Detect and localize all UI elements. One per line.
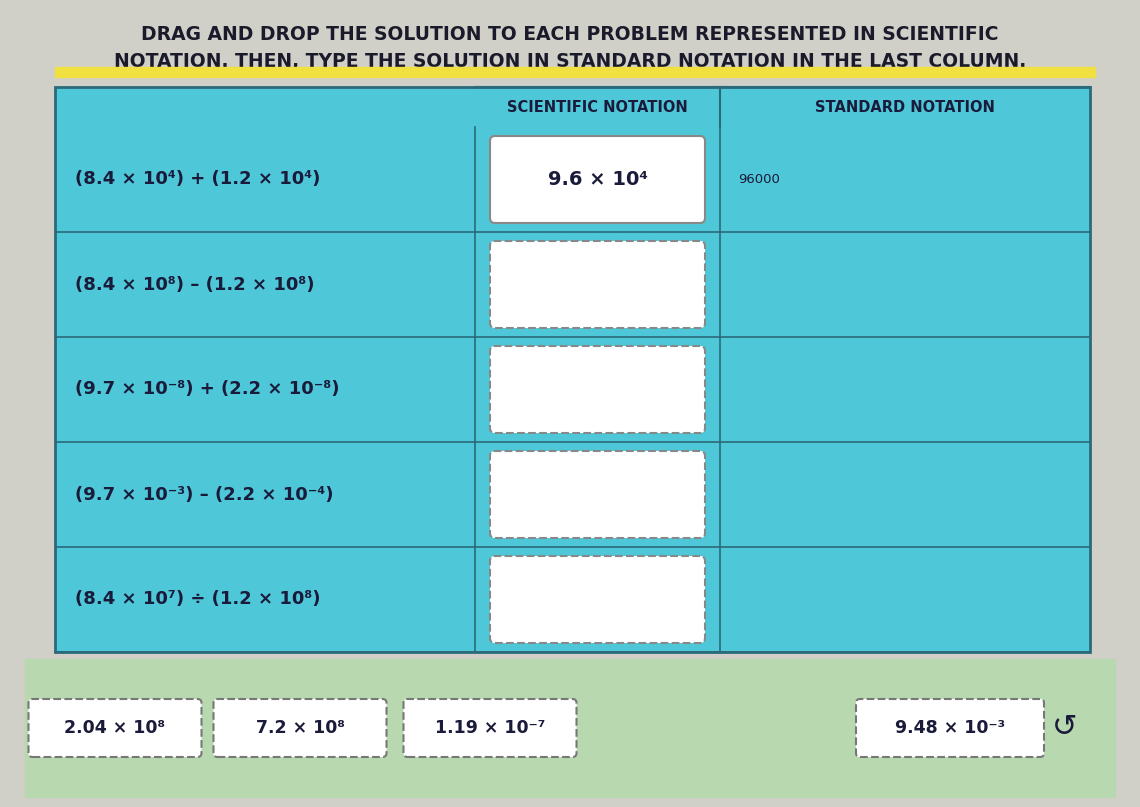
Text: (8.4 × 10⁸) – (1.2 × 10⁸): (8.4 × 10⁸) – (1.2 × 10⁸) <box>75 275 315 294</box>
Bar <box>55 87 1090 652</box>
Text: (8.4 × 10⁷) ÷ (1.2 × 10⁸): (8.4 × 10⁷) ÷ (1.2 × 10⁸) <box>75 591 320 608</box>
Text: 9.48 × 10⁻³: 9.48 × 10⁻³ <box>895 719 1005 737</box>
Text: 7.2 × 10⁸: 7.2 × 10⁸ <box>255 719 344 737</box>
Text: 1.19 × 10⁻⁷: 1.19 × 10⁻⁷ <box>434 719 545 737</box>
FancyBboxPatch shape <box>490 241 705 328</box>
FancyBboxPatch shape <box>213 699 386 757</box>
Bar <box>25 659 1115 797</box>
FancyBboxPatch shape <box>490 451 705 538</box>
FancyBboxPatch shape <box>490 346 705 433</box>
Text: STANDARD NOTATION: STANDARD NOTATION <box>815 99 995 115</box>
Bar <box>55 87 1090 652</box>
FancyBboxPatch shape <box>856 699 1044 757</box>
Bar <box>720 87 1090 127</box>
Text: 9.6 × 10⁴: 9.6 × 10⁴ <box>547 170 648 189</box>
Bar <box>55 67 1096 77</box>
Text: SCIENTIFIC NOTATION: SCIENTIFIC NOTATION <box>507 99 687 115</box>
Text: NOTATION. THEN, TYPE THE SOLUTION IN STANDARD NOTATION IN THE LAST COLUMN.: NOTATION. THEN, TYPE THE SOLUTION IN STA… <box>114 52 1026 72</box>
Text: (9.7 × 10⁻³) – (2.2 × 10⁻⁴): (9.7 × 10⁻³) – (2.2 × 10⁻⁴) <box>75 486 334 504</box>
Text: ↺: ↺ <box>1052 713 1077 742</box>
Text: 96000: 96000 <box>738 173 780 186</box>
FancyBboxPatch shape <box>404 699 577 757</box>
Text: 2.04 × 10⁸: 2.04 × 10⁸ <box>65 719 165 737</box>
Text: DRAG AND DROP THE SOLUTION TO EACH PROBLEM REPRESENTED IN SCIENTIFIC: DRAG AND DROP THE SOLUTION TO EACH PROBL… <box>141 26 999 44</box>
Bar <box>475 87 720 127</box>
FancyBboxPatch shape <box>490 136 705 223</box>
Text: (8.4 × 10⁴) + (1.2 × 10⁴): (8.4 × 10⁴) + (1.2 × 10⁴) <box>75 170 320 189</box>
Text: (9.7 × 10⁻⁸) + (2.2 × 10⁻⁸): (9.7 × 10⁻⁸) + (2.2 × 10⁻⁸) <box>75 380 340 399</box>
FancyBboxPatch shape <box>28 699 202 757</box>
FancyBboxPatch shape <box>490 556 705 643</box>
